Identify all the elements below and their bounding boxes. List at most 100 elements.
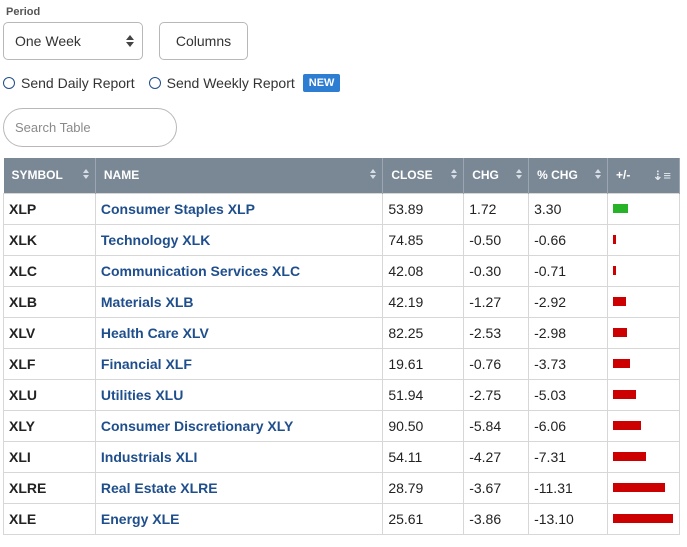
- name-link[interactable]: Industrials XLI: [94, 440, 384, 473]
- pct-chg-cell: -2.92: [528, 285, 608, 318]
- chg-cell: -0.30: [463, 254, 530, 287]
- chg-cell: -3.86: [463, 502, 530, 535]
- pct-chg-cell: -7.31: [528, 440, 608, 473]
- sort-arrows-icon: [595, 169, 601, 179]
- chg-cell: -3.67: [463, 471, 530, 504]
- pct-chg-cell: -3.73: [528, 347, 608, 380]
- symbol-cell: XLRE: [3, 471, 96, 504]
- close-cell: 82.25: [382, 316, 465, 349]
- change-bar-cell: [607, 471, 680, 504]
- weekly-report-label: Send Weekly Report: [166, 75, 295, 91]
- pct-chg-cell: -0.71: [528, 254, 608, 287]
- table-row[interactable]: XLU Utilities XLU 51.94 -2.75 -5.03: [3, 378, 680, 411]
- sort-arrows-icon: [370, 169, 377, 179]
- table-row[interactable]: XLV Health Care XLV 82.25 -2.53 -2.98: [3, 316, 680, 349]
- table-row[interactable]: XLF Financial XLF 19.61 -0.76 -3.73: [3, 347, 680, 380]
- name-link[interactable]: Financial XLF: [94, 347, 384, 380]
- header-pct-chg[interactable]: % CHG: [528, 158, 608, 193]
- change-bar-cell: [607, 347, 680, 380]
- daily-report-label: Send Daily Report: [21, 75, 135, 91]
- period-label: Period: [6, 6, 41, 18]
- change-bar-cell: [607, 409, 680, 442]
- header-symbol[interactable]: SYMBOL: [3, 158, 96, 193]
- report-options: Send Daily Report Send Weekly Report NEW: [3, 74, 341, 92]
- change-bar-cell: [607, 285, 680, 318]
- sort-descending-icon: ⇣≡: [652, 168, 671, 183]
- change-bar-cell: [607, 378, 680, 411]
- pct-chg-cell: -13.10: [528, 502, 608, 535]
- change-bar-cell: [607, 316, 680, 349]
- symbol-cell: XLB: [3, 285, 96, 318]
- symbol-cell: XLC: [3, 254, 96, 287]
- weekly-report-radio[interactable]: [148, 77, 161, 89]
- table-body: XLP Consumer Staples XLP 53.89 1.72 3.30 XLK T…: [3, 192, 680, 535]
- change-bar: [613, 328, 627, 337]
- symbol-cell: XLE: [3, 502, 96, 535]
- table-row[interactable]: XLC Communication Services XLC 42.08 -0.30-…: [3, 254, 680, 287]
- sort-arrows-icon: [82, 169, 89, 179]
- columns-button[interactable]: Columns: [159, 22, 248, 60]
- chg-cell: -0.76: [463, 347, 530, 380]
- header-plus-minus[interactable]: +/- ⇣≡: [607, 158, 680, 193]
- table-row[interactable]: XLY Consumer Discretionary XLY 90.50 -5.84-…: [3, 409, 680, 442]
- change-bar: [613, 204, 628, 213]
- change-bar: [613, 235, 616, 244]
- name-link[interactable]: Consumer Discretionary XLY: [94, 409, 384, 442]
- chg-cell: -1.27: [463, 285, 530, 318]
- table-row[interactable]: XLB Materials XLB 42.19 -1.27 -2.92: [3, 285, 680, 318]
- sort-arrows-icon: [451, 169, 458, 179]
- period-select-value: One Week: [15, 33, 81, 49]
- close-cell: 74.85: [382, 223, 465, 256]
- chg-cell: -2.75: [463, 378, 530, 411]
- symbol-cell: XLP: [3, 192, 96, 225]
- new-badge: NEW: [302, 74, 341, 92]
- close-cell: 51.94: [382, 378, 465, 411]
- sort-arrows-icon: [516, 169, 523, 179]
- name-link[interactable]: Communication Services XLC: [94, 254, 384, 287]
- weekly-report-option[interactable]: Send Weekly Report: [148, 75, 295, 91]
- name-link[interactable]: Consumer Staples XLP: [94, 192, 384, 225]
- change-bar-cell: [607, 502, 680, 535]
- name-link[interactable]: Utilities XLU: [94, 378, 384, 411]
- chg-cell: -0.50: [463, 223, 530, 256]
- search-input[interactable]: [3, 108, 177, 147]
- symbol-cell: XLK: [3, 223, 96, 256]
- table-row[interactable]: XLRE Real Estate XLRE 28.79 -3.67 -11.31: [3, 471, 680, 504]
- table-header-row: SYMBOL NAME CLOSE CHG % CHG +/- ⇣≡: [3, 158, 680, 193]
- change-bar-cell: [607, 223, 680, 256]
- close-cell: 19.61: [382, 347, 465, 380]
- name-link[interactable]: Materials XLB: [94, 285, 384, 318]
- table-row[interactable]: XLK Technology XLK 74.85 -0.50 -0.66: [3, 223, 680, 256]
- symbol-cell: XLI: [3, 440, 96, 473]
- change-bar: [613, 452, 646, 461]
- table-row[interactable]: XLP Consumer Staples XLP 53.89 1.72 3.30: [3, 192, 680, 225]
- close-cell: 53.89: [382, 192, 465, 225]
- daily-report-radio[interactable]: [3, 77, 15, 89]
- close-cell: 28.79: [382, 471, 465, 504]
- symbol-cell: XLV: [3, 316, 96, 349]
- period-select[interactable]: One Week: [3, 22, 143, 60]
- select-arrows-icon: [126, 35, 134, 47]
- change-bar: [613, 514, 673, 523]
- change-bar-cell: [607, 192, 680, 225]
- pct-chg-cell: -5.03: [528, 378, 608, 411]
- header-chg[interactable]: CHG: [463, 158, 530, 193]
- daily-report-option[interactable]: Send Daily Report: [3, 75, 135, 91]
- name-link[interactable]: Energy XLE: [94, 502, 384, 535]
- sector-table: SYMBOL NAME CLOSE CHG % CHG +/- ⇣≡ XLP Con…: [3, 158, 680, 535]
- change-bar-cell: [607, 440, 680, 473]
- header-close[interactable]: CLOSE: [382, 158, 465, 193]
- name-link[interactable]: Technology XLK: [94, 223, 384, 256]
- change-bar: [613, 421, 641, 430]
- table-row[interactable]: XLI Industrials XLI 54.11 -4.27 -7.31: [3, 440, 680, 473]
- chg-cell: -2.53: [463, 316, 530, 349]
- table-row[interactable]: XLE Energy XLE 25.61 -3.86 -13.10: [3, 502, 680, 535]
- header-name[interactable]: NAME: [95, 158, 384, 193]
- symbol-cell: XLY: [3, 409, 96, 442]
- change-bar: [613, 266, 616, 275]
- symbol-cell: XLU: [3, 378, 96, 411]
- close-cell: 25.61: [382, 502, 465, 535]
- chg-cell: 1.72: [463, 192, 530, 225]
- name-link[interactable]: Real Estate XLRE: [94, 471, 384, 504]
- name-link[interactable]: Health Care XLV: [94, 316, 384, 349]
